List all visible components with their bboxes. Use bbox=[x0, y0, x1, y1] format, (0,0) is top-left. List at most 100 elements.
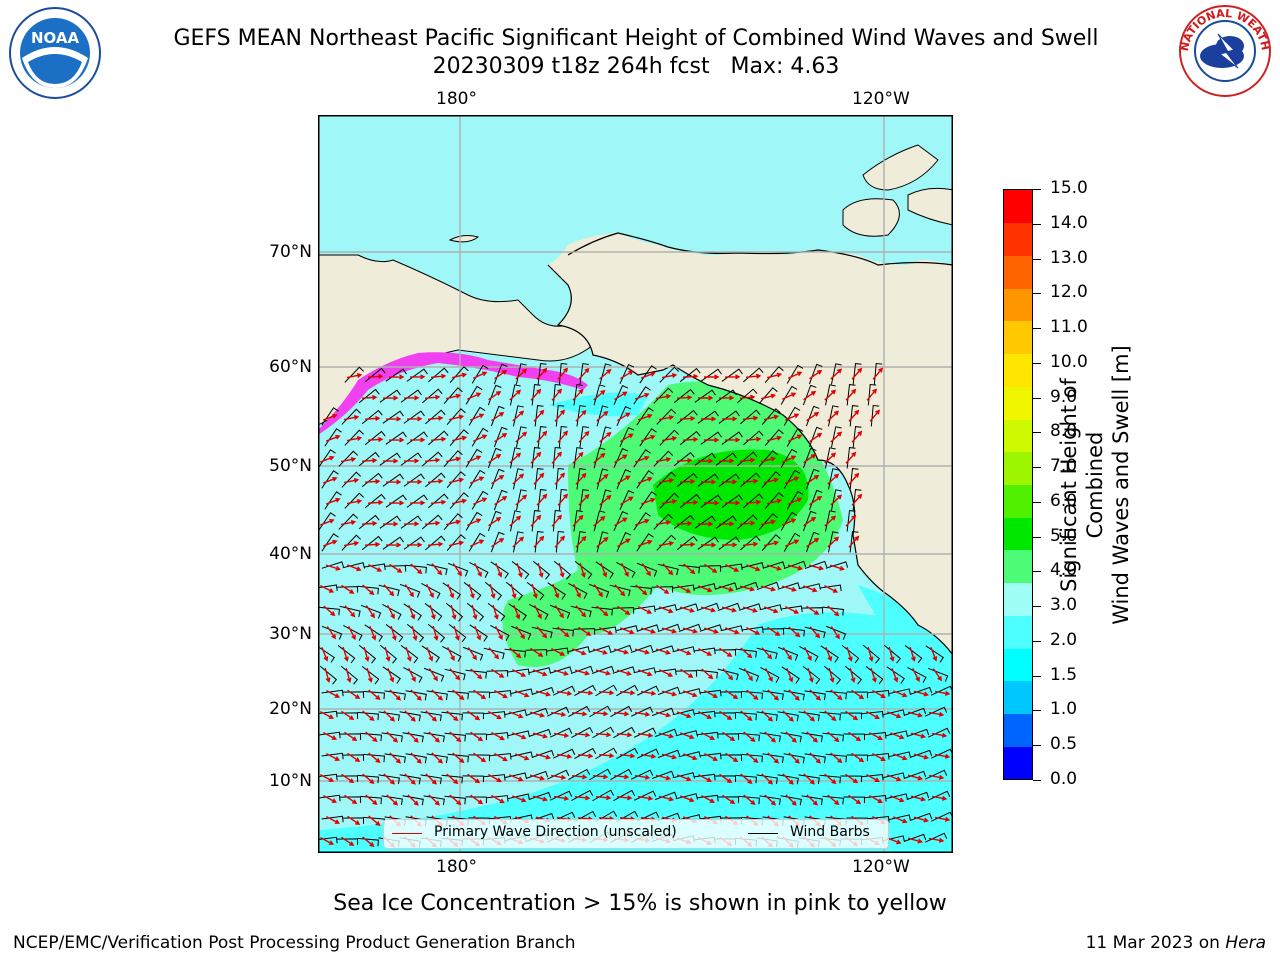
wave-direction-arrow bbox=[488, 773, 502, 783]
wave-direction-arrow bbox=[361, 457, 378, 463]
wave-direction-arrow bbox=[724, 500, 741, 506]
wave-direction-arrow bbox=[323, 605, 336, 617]
colorbar-segment bbox=[1004, 648, 1032, 682]
wave-direction-arrow bbox=[928, 711, 945, 717]
wave-direction-arrow bbox=[575, 535, 587, 548]
wave-direction-arrow bbox=[452, 689, 465, 701]
wave-direction-arrow bbox=[614, 517, 628, 527]
wave-direction-arrow bbox=[909, 646, 916, 662]
wave-direction-arrow bbox=[448, 414, 465, 421]
wave-direction-arrow bbox=[557, 367, 569, 380]
colorbar-tick-mark bbox=[1033, 606, 1041, 608]
land-north-america bbox=[318, 115, 953, 853]
colorbar-tick-mark bbox=[1033, 328, 1041, 330]
wave-direction-arrow bbox=[551, 388, 563, 401]
wave-direction-arrow bbox=[781, 585, 797, 592]
colorbar-tick-mark bbox=[1033, 397, 1041, 399]
wave-direction-arrow bbox=[763, 606, 779, 614]
wave-direction-arrow bbox=[806, 605, 820, 615]
wave-direction-arrow bbox=[742, 606, 758, 613]
wave-direction-arrow bbox=[494, 689, 508, 699]
wave-direction-arrow bbox=[571, 711, 588, 717]
colorbar-tick-label: 11.0 bbox=[1050, 317, 1088, 338]
wave-direction-arrow bbox=[368, 689, 381, 700]
wave-direction-arrow bbox=[830, 752, 843, 764]
wave-direction-arrow bbox=[719, 647, 733, 657]
wave-direction-arrow bbox=[535, 753, 552, 760]
wave-direction-arrow bbox=[592, 648, 608, 655]
wave-direction-arrow bbox=[445, 456, 462, 463]
wave-direction-arrow bbox=[365, 731, 378, 742]
wave-direction-arrow bbox=[512, 410, 525, 422]
wave-direction-arrow bbox=[320, 773, 335, 782]
wave-direction-arrow bbox=[491, 474, 505, 485]
wave-direction-arrow bbox=[934, 690, 951, 696]
wave-direction-arrow bbox=[409, 437, 426, 443]
wave-direction-arrow bbox=[679, 541, 696, 548]
wave-direction-arrow bbox=[634, 392, 650, 400]
wave-direction-arrow bbox=[910, 732, 927, 739]
colorbar-segment bbox=[1004, 288, 1032, 322]
wave-direction-arrow bbox=[323, 794, 338, 803]
wave-direction-arrow bbox=[785, 606, 800, 614]
wave-direction-arrow bbox=[361, 520, 378, 526]
wave-direction-arrow bbox=[424, 394, 441, 400]
wave-direction-arrow bbox=[536, 626, 548, 639]
wave-direction-arrow bbox=[341, 710, 355, 721]
wave-direction-arrow bbox=[578, 493, 590, 506]
land-arctic-island-3 bbox=[907, 187, 953, 226]
wave-direction-arrow bbox=[784, 476, 800, 484]
wave-direction-arrow bbox=[784, 539, 800, 547]
wave-direction-arrow bbox=[697, 395, 714, 401]
wave-direction-arrow bbox=[613, 648, 630, 655]
wave-direction-arrow bbox=[511, 795, 527, 803]
wave-direction-arrow bbox=[341, 836, 355, 847]
wave-direction-arrow bbox=[888, 646, 895, 663]
wave-direction-arrow bbox=[470, 668, 483, 680]
wave-direction-arrow bbox=[368, 564, 383, 572]
wave-direction-arrow bbox=[698, 710, 713, 719]
wave-direction-arrow bbox=[700, 542, 717, 548]
colorbar-segment bbox=[1004, 582, 1032, 616]
wave-direction-arrow bbox=[635, 584, 648, 596]
wave-direction-arrow bbox=[599, 627, 614, 635]
wave-direction-arrow bbox=[342, 646, 349, 662]
wave-direction-arrow bbox=[577, 753, 594, 759]
wave-direction-arrow bbox=[634, 774, 651, 780]
footer-credit: NCEP/EMC/Verification Post Processing Pr… bbox=[13, 933, 576, 953]
noaa-logo-text: NOAA bbox=[31, 29, 80, 47]
wave-direction-arrow bbox=[445, 393, 462, 400]
colorbar-tick-mark bbox=[1033, 362, 1041, 364]
wave-direction-arrow bbox=[718, 585, 734, 592]
wave-direction-arrow bbox=[724, 437, 741, 443]
wave-direction-arrow bbox=[637, 732, 654, 738]
wave-direction-arrow bbox=[491, 537, 505, 548]
wave-direction-arrow bbox=[531, 583, 538, 599]
wave-direction-arrow bbox=[508, 774, 524, 782]
wave-direction-arrow bbox=[390, 625, 397, 641]
colorbar-tick-mark bbox=[1033, 780, 1041, 781]
wave-direction-arrow bbox=[725, 752, 739, 763]
colorbar-tick-mark bbox=[1033, 571, 1041, 573]
wave-direction-arrow bbox=[848, 794, 862, 805]
wave-direction-arrow bbox=[827, 473, 840, 485]
wave-direction-arrow bbox=[389, 563, 403, 573]
wave-direction-arrow bbox=[640, 497, 656, 505]
wave-direction-arrow bbox=[427, 415, 444, 421]
wave-direction-arrow bbox=[469, 476, 485, 484]
wave-direction-arrow bbox=[722, 731, 736, 742]
wave-direction-arrow bbox=[766, 435, 783, 442]
wave-direction-arrow bbox=[701, 794, 716, 803]
wave-direction-arrow bbox=[661, 499, 678, 505]
wave-direction-arrow bbox=[928, 837, 945, 843]
wave-direction-arrow bbox=[530, 451, 542, 464]
wave-direction-arrow bbox=[661, 690, 678, 697]
wave-direction-arrow bbox=[343, 540, 360, 547]
wave-direction-arrow bbox=[803, 516, 817, 527]
colorbar-title-line2: Wind Waves and Swell [m] bbox=[1109, 345, 1133, 625]
wave-direction-arrow bbox=[386, 794, 399, 806]
colorbar-tick-label: 2.0 bbox=[1050, 629, 1078, 650]
wave-direction-arrow bbox=[430, 436, 447, 442]
wave-direction-arrow bbox=[431, 752, 443, 764]
wave-direction-arrow bbox=[389, 689, 402, 701]
